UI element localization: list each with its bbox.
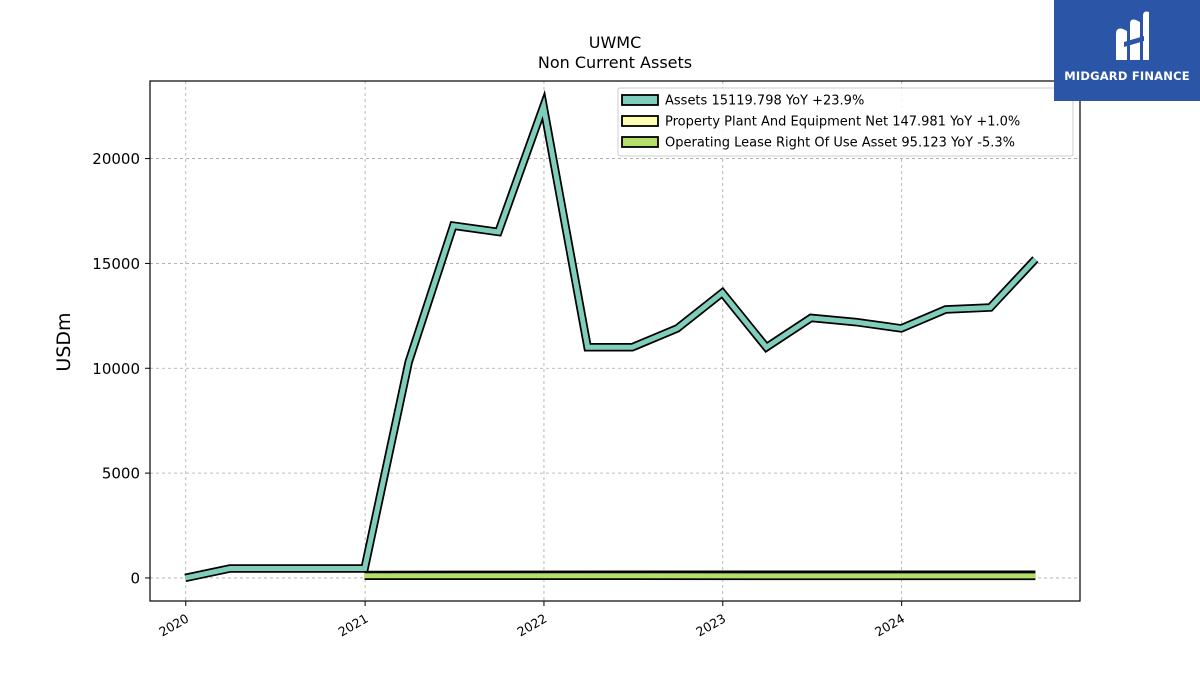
midgard-mark-icon: [1116, 11, 1149, 60]
series-outline-0: [184, 89, 1039, 583]
legend-swatch-2: [621, 136, 659, 148]
grid: [150, 81, 1080, 601]
y-axis-label: USDm: [53, 312, 75, 371]
legend-swatch-1: [621, 115, 659, 127]
legend: Assets 15119.798 YoY +23.9% Property Plan…: [617, 87, 1074, 157]
legend-box: [617, 87, 1074, 157]
y-tick-label: 10000: [92, 360, 140, 378]
brand-name: MIDGARD FINANCE: [1064, 69, 1190, 83]
x-tick-label: 2024: [872, 611, 907, 640]
chart-title: UWMC: [589, 33, 642, 52]
y-tick-label: 15000: [92, 255, 140, 273]
legend-label-0: Assets 15119.798 YoY +23.9%: [665, 94, 864, 109]
y-tick-label: 20000: [92, 150, 140, 168]
x-tick-label: 2021: [336, 611, 371, 640]
plot-frame: [149, 80, 1081, 602]
y-tick-label: 5000: [102, 465, 140, 483]
legend-label-2: Operating Lease Right Of Use Asset 95.12…: [665, 136, 1015, 151]
brand-logo: MIDGARD FINANCE: [1054, 0, 1200, 101]
x-tick-label: 2022: [514, 611, 549, 640]
y-tick-label: 0: [130, 569, 140, 587]
x-tick-label: 2023: [693, 611, 728, 640]
legend-label-1: Property Plant And Equipment Net 147.981…: [665, 115, 1020, 130]
chart-subtitle: Non Current Assets: [538, 53, 692, 72]
series-line-0: [184, 96, 1038, 581]
legend-swatch-0: [621, 94, 659, 106]
series-layer: [184, 89, 1039, 583]
x-tick-label: 2020: [156, 611, 191, 640]
